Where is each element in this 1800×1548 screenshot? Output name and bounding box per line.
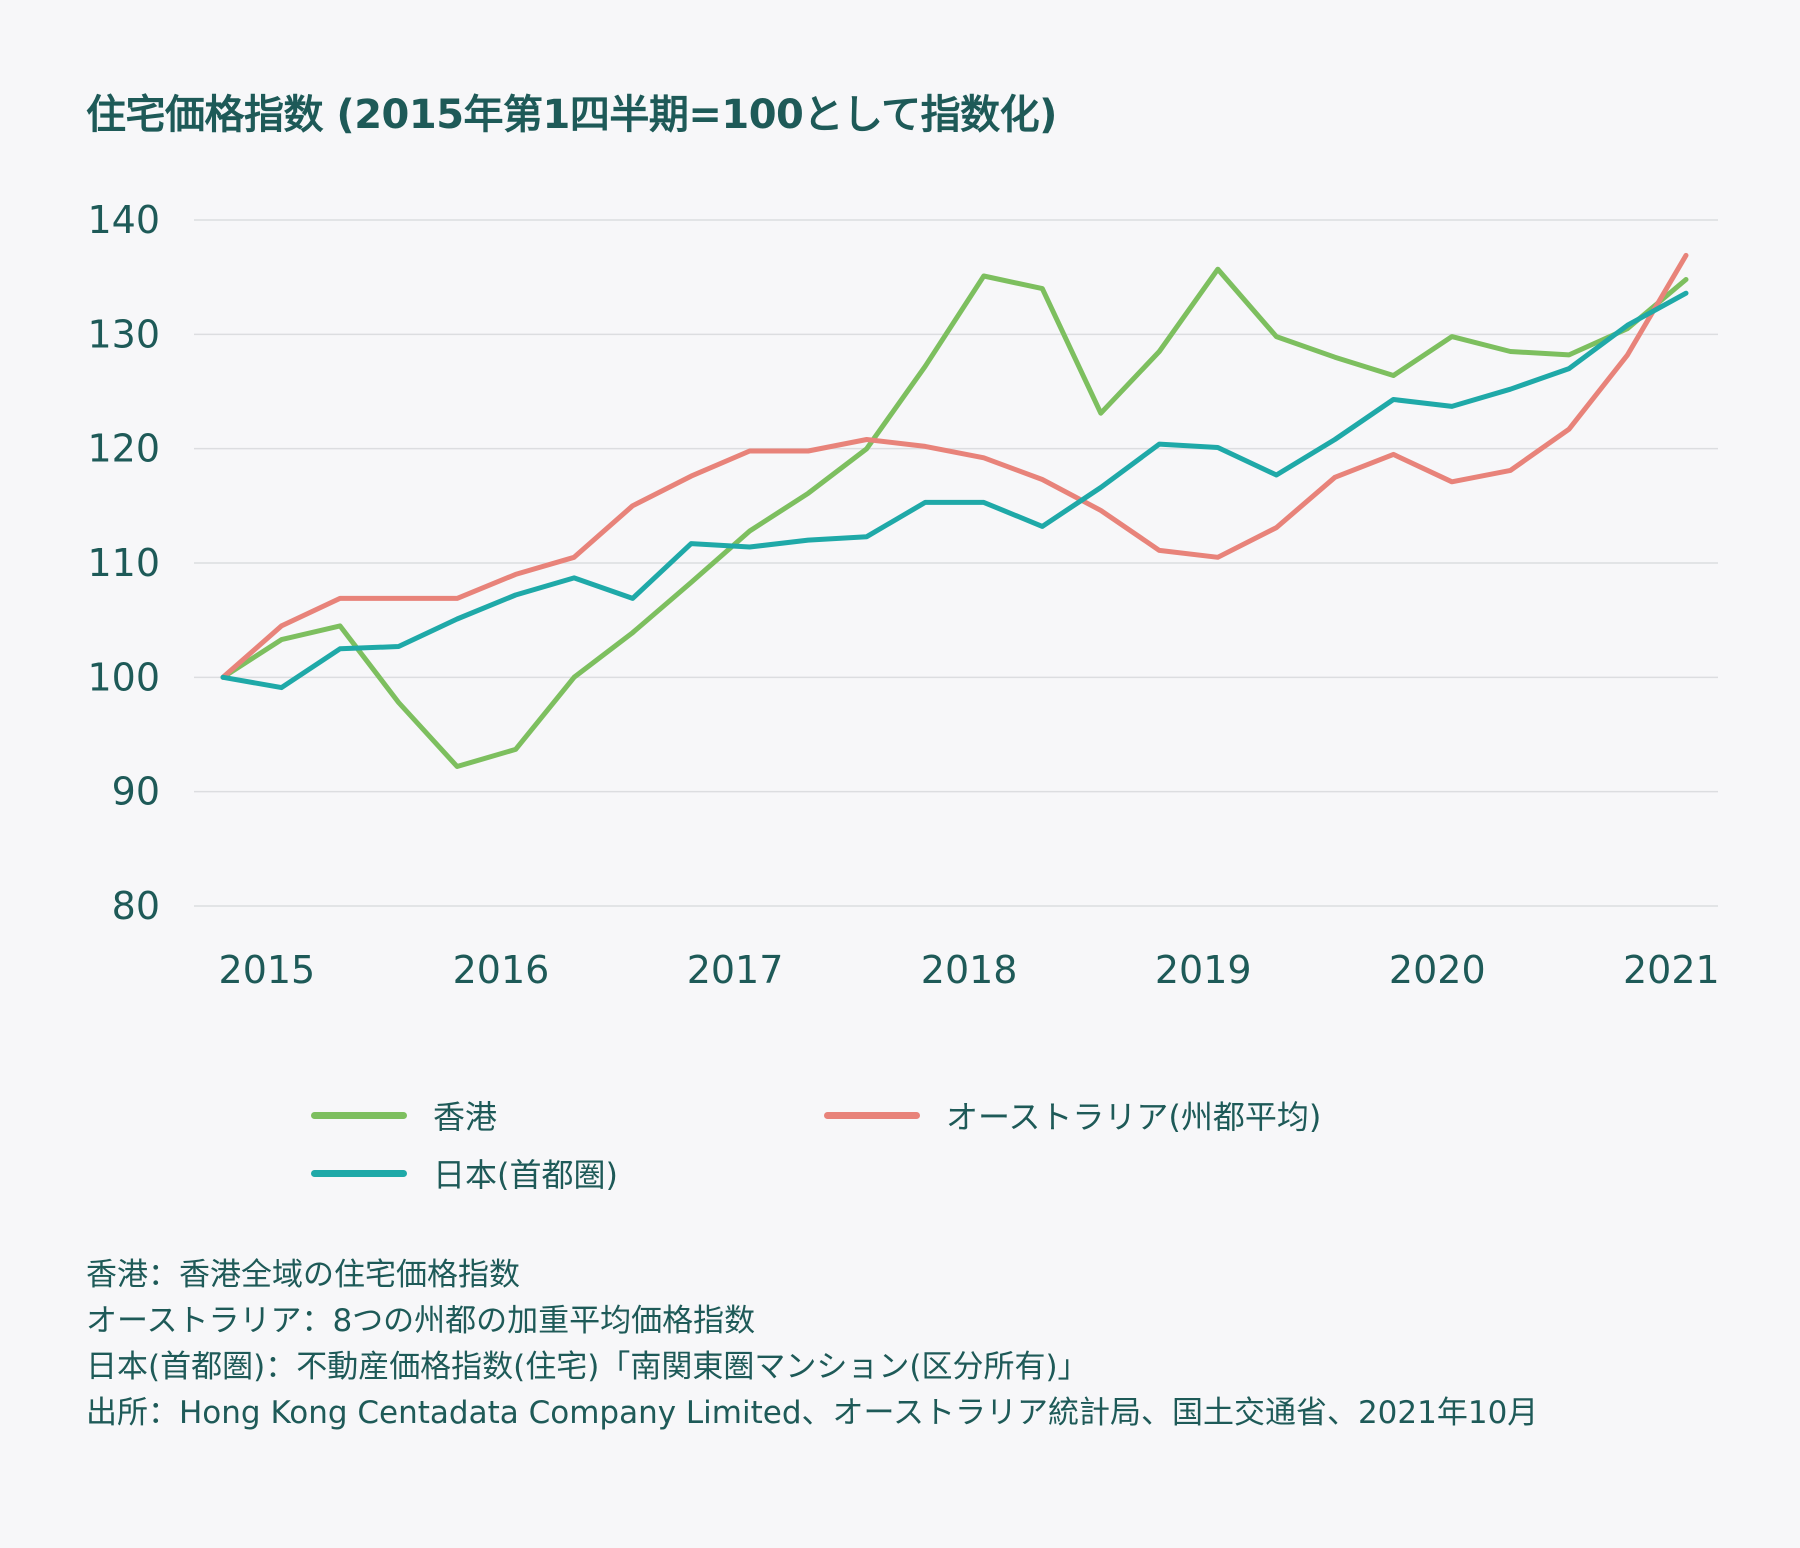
legend-label-australia: オーストラリア(州都平均) bbox=[946, 1098, 1322, 1136]
y-tick-label: 110 bbox=[87, 541, 160, 585]
legend-label-hongkong: 香港 bbox=[433, 1098, 498, 1136]
y-tick-label: 90 bbox=[112, 770, 160, 814]
x-tick-label: 2019 bbox=[1155, 948, 1252, 992]
footnotes: 香港：香港全域の住宅価格指数 オーストラリア：8つの州都の加重平均価格指数 日本… bbox=[86, 1252, 1538, 1436]
grid-lines bbox=[194, 219, 1718, 907]
note-australia: オーストラリア：8つの州都の加重平均価格指数 bbox=[86, 1303, 756, 1339]
legend-label-japan: 日本(首都圏) bbox=[433, 1156, 618, 1194]
series-line-hongkong bbox=[220, 266, 1689, 769]
x-axis-ticks: 2015 2016 2017 2018 2019 2020 2021 bbox=[219, 948, 1720, 992]
series-lines bbox=[220, 252, 1689, 769]
legend-swatch-japan bbox=[311, 1169, 407, 1177]
legend-item-australia[interactable]: オーストラリア(州都平均) bbox=[824, 1092, 1321, 1138]
series-line-australia bbox=[220, 252, 1689, 680]
note-japan: 日本(首都圏)：不動産価格指数(住宅)「南関東圏マンション(区分所有)」 bbox=[86, 1349, 1089, 1385]
y-axis-ticks: 80 90 100 110 120 130 140 bbox=[87, 198, 160, 928]
y-tick-label: 80 bbox=[112, 884, 160, 928]
legend-item-hongkong[interactable]: 香港 bbox=[311, 1092, 497, 1138]
note-source: 出所：Hong Kong Centadata Company Limited、オ… bbox=[86, 1395, 1539, 1431]
legend-item-japan[interactable]: 日本(首都圏) bbox=[311, 1150, 618, 1196]
y-tick-label: 120 bbox=[87, 427, 160, 471]
x-tick-label: 2018 bbox=[921, 948, 1018, 992]
x-tick-label: 2017 bbox=[687, 948, 784, 992]
y-tick-label: 140 bbox=[87, 198, 160, 242]
legend-swatch-australia bbox=[824, 1111, 920, 1119]
chart-title: 住宅価格指数 (2015年第1四半期=100として指数化) bbox=[86, 92, 1057, 138]
x-tick-label: 2015 bbox=[219, 948, 316, 992]
note-hongkong: 香港：香港全域の住宅価格指数 bbox=[86, 1257, 520, 1293]
legend-swatch-hongkong bbox=[311, 1111, 407, 1119]
x-tick-label: 2016 bbox=[453, 948, 550, 992]
x-tick-label: 2020 bbox=[1389, 948, 1486, 992]
series-line-japan bbox=[220, 290, 1689, 691]
y-tick-label: 100 bbox=[87, 655, 160, 699]
y-tick-label: 130 bbox=[87, 312, 160, 356]
x-tick-label: 2021 bbox=[1623, 948, 1720, 992]
